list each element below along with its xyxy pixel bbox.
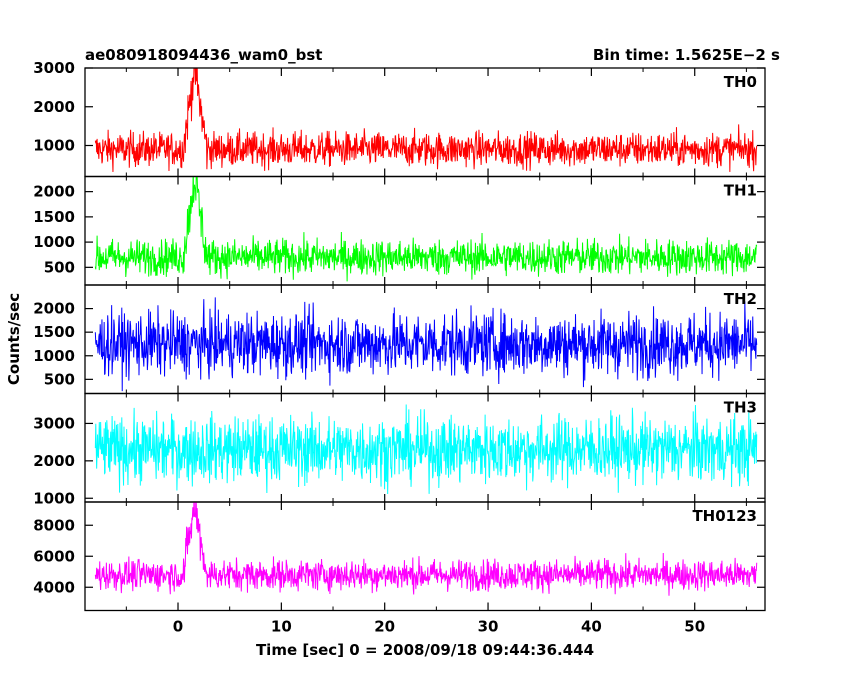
y-tick-label: 1000 [33,347,75,365]
x-tick-label: 40 [581,618,602,636]
panel-th0123: 4000 6000 8000 TH0123 [33,501,766,612]
y-tick-label: 1500 [33,323,75,341]
series-line-th2 [94,297,758,392]
x-axis: 0 10 20 30 40 50 [173,618,705,636]
x-tick-label: 10 [271,618,292,636]
y-tick-label: 1000 [33,489,75,507]
series-line-th0123 [94,502,758,596]
y-tick-label: 3000 [33,59,75,77]
panel-label: TH0123 [692,507,757,525]
y-tick-label: 2000 [33,98,75,116]
y-tick-label: 2000 [33,452,75,470]
x-axis-label: Time [sec] 0 = 2008/09/18 09:44:36.444 [256,641,594,659]
panel-th3: 1000 2000 3000 TH3 [33,392,766,507]
y-tick-label: 2000 [33,183,75,201]
y-tick-label: 2000 [33,300,75,318]
panel-th1: 500 1000 1500 2000 TH1 [33,175,766,286]
panel-label: TH0 [724,73,757,91]
panels-group: 1000 2000 3000 TH0 500 1000 1500 2000 TH1 500 1000… [33,59,766,612]
series-line-th3 [94,404,758,494]
x-tick-label: 50 [684,618,705,636]
y-tick-label: 1500 [33,208,75,226]
y-tick-label: 1000 [33,137,75,155]
y-tick-label: 1000 [33,233,75,251]
y-tick-label: 4000 [33,578,75,596]
y-tick-label: 6000 [33,547,75,565]
figure-title-left: ae080918094436_wam0_bst [85,46,322,64]
panel-label: TH2 [724,290,757,308]
series-line-th0 [94,68,758,172]
y-tick-label: 3000 [33,414,75,432]
y-tick-label: 8000 [33,516,75,534]
figure-title-right: Bin time: 1.5625E−2 s [593,46,780,64]
x-tick-label: 0 [173,618,183,636]
x-tick-label: 20 [374,618,395,636]
y-tick-label: 500 [44,258,75,276]
x-tick-label: 30 [478,618,499,636]
panel-th2: 500 1000 1500 2000 TH2 [33,284,766,395]
panel-label: TH1 [724,182,757,200]
y-tick-label: 500 [44,370,75,388]
panel-label: TH3 [724,399,757,417]
y-axis-label: Counts/sec [5,293,23,385]
series-line-th1 [94,176,758,282]
